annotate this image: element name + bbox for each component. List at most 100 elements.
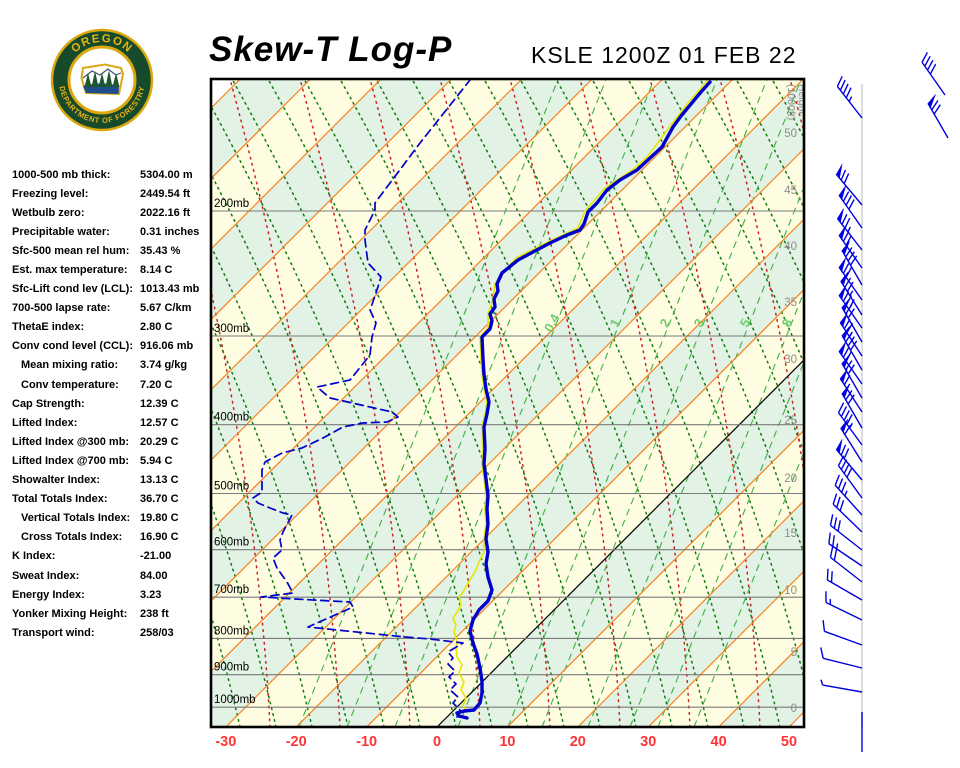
moist-adiabat-line bbox=[579, 79, 691, 727]
moist-adiabat-line bbox=[789, 79, 804, 136]
wind-barb bbox=[927, 94, 949, 139]
mixing-ratio-line bbox=[657, 360, 804, 727]
moist-adiabat-line bbox=[229, 79, 341, 727]
isotherm-line bbox=[211, 79, 734, 602]
isotherm-line bbox=[788, 711, 804, 727]
index-label: Vertical Totals Index: bbox=[21, 512, 131, 525]
index-row: Conv temperature: 7.20 C bbox=[12, 375, 210, 394]
moist-adiabat-line bbox=[649, 79, 761, 727]
index-row: Conv cond level (CCL): 916.06 mb bbox=[12, 337, 210, 356]
wind-barb bbox=[828, 532, 863, 567]
index-row: Vertical Totals Index: 19.80 C bbox=[12, 509, 210, 528]
height-tick-label: 45 bbox=[784, 185, 797, 197]
isotherm-line bbox=[211, 79, 523, 391]
isotherm-line bbox=[211, 79, 804, 673]
index-row: 1000-500 mb thick: 5304.00 m bbox=[12, 165, 210, 184]
isotherm-line bbox=[506, 429, 804, 727]
dry-adiabat-line bbox=[411, 79, 673, 727]
height-tick-label: 0 bbox=[791, 703, 797, 715]
height-tick-label: 25 bbox=[784, 415, 797, 427]
index-row: Transport wind: 258/03 bbox=[12, 623, 210, 642]
wind-barb bbox=[841, 241, 863, 286]
index-label: Yonker Mixing Height: bbox=[12, 607, 128, 620]
index-label: Showalter Index: bbox=[12, 474, 101, 487]
index-row: ThetaE index: 2.80 C bbox=[12, 318, 210, 337]
index-row: Precipitable water: 0.31 inches bbox=[12, 222, 210, 241]
index-row: Sfc-500 mean rel hum: 35.43 % bbox=[12, 241, 210, 260]
index-row: Total Totals Index: 36.70 C bbox=[12, 490, 210, 509]
dry-adiabat-line bbox=[231, 79, 493, 727]
index-value: 16.90 C bbox=[140, 531, 179, 544]
index-row: Cap Strength: 12.39 C bbox=[12, 394, 210, 413]
dry-adiabat-line bbox=[211, 244, 385, 727]
index-label: Lifted Index @300 mb: bbox=[12, 435, 130, 448]
index-label: Cap Strength: bbox=[12, 397, 85, 410]
index-value: 916.06 mb bbox=[140, 340, 194, 353]
dry-adiabat-line bbox=[211, 613, 241, 727]
index-label: Sweat Index: bbox=[12, 569, 80, 582]
wind-barb bbox=[832, 493, 863, 533]
wind-barb bbox=[835, 164, 863, 206]
index-label: Energy Index: bbox=[12, 588, 85, 601]
height-axis-label: Height(1000ft) bbox=[785, 84, 808, 120]
temp-axis-label: 30 bbox=[640, 734, 656, 750]
isotherm-line bbox=[577, 499, 804, 727]
wind-barb bbox=[822, 620, 863, 646]
mixing-ratio-line bbox=[629, 290, 804, 727]
index-label: 1000-500 mb thick: bbox=[12, 168, 111, 181]
index-value: 8.14 C bbox=[140, 264, 173, 277]
height-tick-label: 20 bbox=[784, 473, 797, 485]
wind-barb bbox=[837, 402, 863, 446]
moist-adiabat-line bbox=[930, 79, 960, 727]
isotherm-line bbox=[211, 79, 593, 462]
index-value: 5304.00 m bbox=[140, 168, 193, 181]
index-row: Mean mixing ratio: 3.74 g/kg bbox=[12, 356, 210, 375]
index-row: Sweat Index: 84.00 bbox=[12, 566, 210, 585]
index-row: Energy Index: 3.23 bbox=[12, 585, 210, 604]
index-value: 3.23 bbox=[140, 588, 162, 601]
index-row: Cross Totals Index: 16.90 C bbox=[12, 528, 210, 547]
index-value: 2.80 C bbox=[140, 321, 173, 334]
temp-axis-label: 20 bbox=[570, 734, 586, 750]
index-row: Yonker Mixing Height: 238 ft bbox=[12, 604, 210, 623]
wind-barb bbox=[838, 225, 863, 269]
temp-axis-label: 0 bbox=[433, 734, 441, 750]
wind-barb bbox=[834, 474, 863, 516]
moist-adiabat-line bbox=[211, 286, 271, 727]
dry-adiabat-line bbox=[880, 79, 960, 727]
index-label: Conv cond level (CCL): bbox=[12, 340, 134, 353]
index-row: Showalter Index: 13.13 C bbox=[12, 471, 210, 490]
isotherm-line bbox=[225, 147, 804, 727]
index-row: Est. max temperature: 8.14 C bbox=[12, 260, 210, 279]
index-row: Sfc-Lift cond lev (LCL): 1013.43 mb bbox=[12, 280, 210, 299]
temperature-band bbox=[211, 79, 804, 727]
index-label: ThetaE index: bbox=[12, 321, 85, 334]
moist-adiabat-line bbox=[439, 79, 551, 727]
index-label: 700-500 lapse rate: bbox=[12, 302, 111, 315]
index-value: 35.43 % bbox=[140, 244, 181, 257]
index-label: Conv temperature: bbox=[21, 378, 119, 391]
temp-axis-label: -30 bbox=[215, 734, 236, 750]
index-value: 2449.54 ft bbox=[140, 187, 191, 200]
height-tick-label: 35 bbox=[784, 297, 797, 309]
height-tick-label: 15 bbox=[784, 528, 797, 540]
indices-panel: 1000-500 mb thick: 5304.00 m Freezing leve… bbox=[12, 165, 210, 642]
index-value: 0.31 inches bbox=[140, 225, 200, 238]
index-label: Lifted Index: bbox=[12, 416, 78, 429]
dry-adiabat-line bbox=[211, 502, 277, 727]
chart-border bbox=[209, 77, 806, 729]
temperature-trace bbox=[455, 80, 712, 720]
index-value: 258/03 bbox=[140, 626, 174, 639]
moist-adiabat-line bbox=[509, 79, 621, 727]
index-label: K Index: bbox=[12, 550, 56, 563]
moist-adiabat-line bbox=[299, 79, 411, 727]
index-label: Freezing level: bbox=[12, 187, 89, 200]
station-id: KSLE 1200Z 01 FEB 22 bbox=[531, 42, 797, 68]
wind-barb bbox=[841, 384, 863, 429]
wind-barb bbox=[841, 354, 863, 399]
wind-barb bbox=[839, 368, 863, 413]
temp-axis-label: 10 bbox=[499, 734, 515, 750]
height-tick-label: 50 bbox=[784, 128, 797, 140]
pressure-label: 600mb bbox=[214, 537, 249, 549]
